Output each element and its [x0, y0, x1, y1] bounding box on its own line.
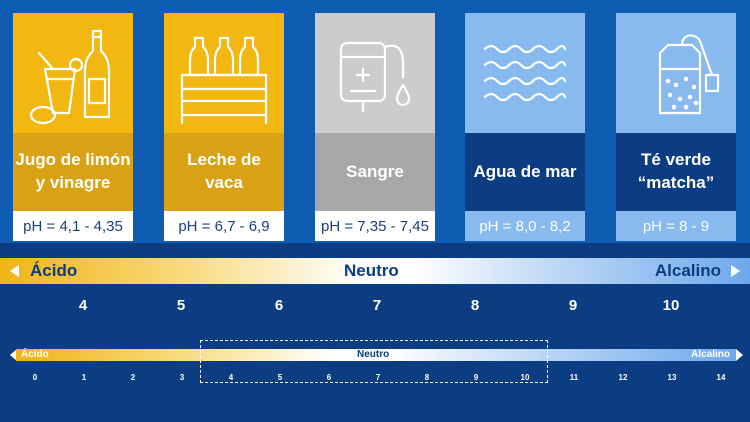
- full-tick-label: 8: [424, 373, 430, 382]
- acid-label: Ácido: [30, 261, 78, 280]
- card-sea-water: Agua de mar pH = 8,0 - 8,2: [465, 13, 585, 241]
- card-ph-value: pH = 8,0 - 8,2: [465, 211, 585, 241]
- card-title: Sangre: [315, 133, 435, 211]
- full-tick-label: 7: [375, 373, 381, 382]
- highlight-range-box: [200, 340, 548, 383]
- cards-panel: Jugo de limón y vinagre pH = 4,1 - 4,35 …: [0, 0, 750, 243]
- full-tick-label: 2: [130, 373, 136, 382]
- ph-scale-main: Ácido Neutro Alcalino: [0, 258, 750, 284]
- blood-bag-icon: [315, 13, 435, 133]
- card-blood: Sangre pH = 7,35 - 7,45: [315, 13, 435, 241]
- main-tick-label: 8: [470, 297, 480, 314]
- full-tick-label: 5: [277, 373, 283, 382]
- alkaline-label: Alcalino: [654, 261, 721, 280]
- arrow-right-icon: [736, 349, 743, 361]
- arrow-left-icon: [10, 265, 19, 277]
- neutral-label-small: Neutro: [357, 349, 390, 360]
- tea-bag-icon: [616, 13, 736, 133]
- card-matcha-tea: Té verde “matcha” pH = 8 - 9: [616, 13, 736, 241]
- full-tick-label: 9: [473, 373, 479, 382]
- card-title: Agua de mar: [465, 133, 585, 211]
- main-tick-label: 5: [176, 297, 186, 314]
- full-tick-label: 10: [520, 373, 530, 382]
- arrow-right-icon: [731, 265, 740, 277]
- full-tick-label: 3: [179, 373, 185, 382]
- full-tick-label: 1: [81, 373, 87, 382]
- main-tick-label: 7: [372, 297, 382, 314]
- milk-bottles-crate-icon: [164, 13, 284, 133]
- card-title: Té verde “matcha”: [616, 133, 736, 211]
- ph-scale-full: Ácido Neutro Alcalino: [16, 349, 736, 361]
- card-ph-value: pH = 8 - 9: [616, 211, 736, 241]
- alkaline-label-small: Alcalino: [691, 349, 730, 360]
- arrow-left-icon: [10, 349, 17, 361]
- card-lemon-vinegar: Jugo de limón y vinagre pH = 4,1 - 4,35: [13, 13, 133, 241]
- card-title: Leche de vaca: [164, 133, 284, 211]
- lemon-juice-vinegar-icon: [13, 13, 133, 133]
- main-tick-label: 4: [78, 297, 88, 314]
- main-tick-label: 6: [274, 297, 284, 314]
- card-title: Jugo de limón y vinagre: [13, 133, 133, 211]
- neutral-label: Neutro: [344, 261, 399, 280]
- card-ph-value: pH = 7,35 - 7,45: [315, 211, 435, 241]
- card-cow-milk: Leche de vaca pH = 6,7 - 6,9: [164, 13, 284, 241]
- card-ph-value: pH = 4,1 - 4,35: [13, 211, 133, 241]
- full-tick-label: 0: [32, 373, 38, 382]
- full-tick-label: 12: [618, 373, 628, 382]
- full-tick-label: 11: [569, 373, 579, 382]
- full-tick-label: 4: [228, 373, 234, 382]
- main-tick-label: 9: [568, 297, 578, 314]
- sea-waves-icon: [465, 13, 585, 133]
- full-tick-label: 6: [326, 373, 332, 382]
- main-tick-label: 10: [662, 297, 680, 314]
- card-ph-value: pH = 6,7 - 6,9: [164, 211, 284, 241]
- full-tick-label: 14: [716, 373, 726, 382]
- acid-label-small: Ácido: [21, 349, 49, 360]
- full-tick-label: 13: [667, 373, 677, 382]
